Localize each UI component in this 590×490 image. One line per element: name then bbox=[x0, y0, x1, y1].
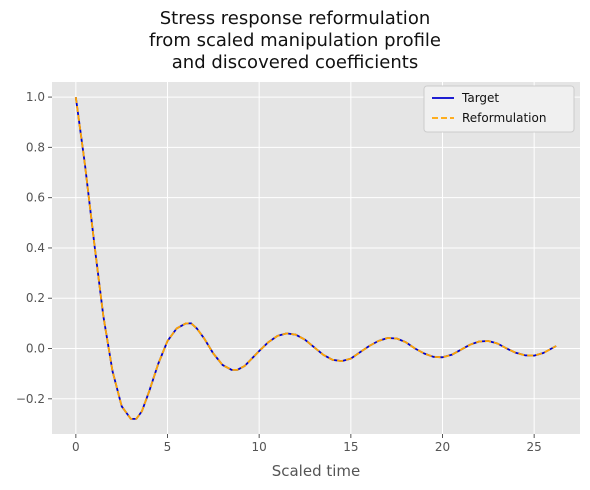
y-tick-label: 1.0 bbox=[26, 90, 45, 104]
chart-title-line-2: from scaled manipulation profile bbox=[148, 30, 442, 51]
legend-label-target: Target bbox=[461, 91, 499, 105]
y-tick-label: 0.6 bbox=[26, 191, 45, 205]
legend-label-reformulation: Reformulation bbox=[462, 111, 546, 125]
y-tick-label: −0.2 bbox=[16, 392, 45, 406]
y-tick-label: 0.2 bbox=[26, 291, 45, 305]
x-tick-label: 25 bbox=[527, 440, 542, 454]
y-tick-label: 0.0 bbox=[26, 342, 45, 356]
x-tick-label: 5 bbox=[164, 440, 172, 454]
x-tick-label: 20 bbox=[435, 440, 450, 454]
y-tick-label: 0.8 bbox=[26, 140, 45, 154]
chart-title-line-1: Stress response reformulation bbox=[159, 8, 431, 29]
plot-background bbox=[52, 82, 580, 434]
x-axis-label: Scaled time bbox=[272, 462, 361, 480]
x-tick-label: 10 bbox=[252, 440, 267, 454]
series-line-reformulation bbox=[74, 96, 557, 420]
x-tick-label: 0 bbox=[72, 440, 80, 454]
legend-box bbox=[423, 85, 575, 133]
x-tick-label: 15 bbox=[343, 440, 358, 454]
y-tick-label: 0.4 bbox=[26, 241, 45, 255]
chart-title-line-3: and discovered coefficients bbox=[171, 52, 419, 73]
